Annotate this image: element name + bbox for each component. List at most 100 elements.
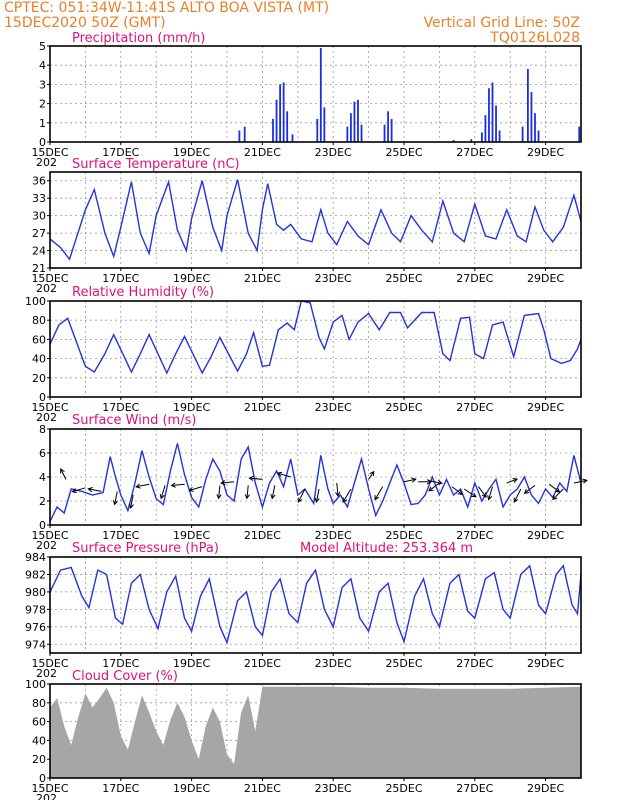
- wind-arrow: [548, 483, 560, 493]
- pressure-panel: 974 976 978 980 982 984 15DEC 17DEC 19DEC 21DEC 23…: [25, 551, 582, 680]
- wind-arrow: [72, 487, 86, 493]
- humidity-title: Relative Humidity (%): [72, 285, 214, 300]
- wind-arrow: [463, 488, 477, 498]
- header-model-code: TQ0126L028: [489, 30, 580, 46]
- wind-xtick-label: 15DEC: [31, 529, 68, 542]
- wind-arrow: [221, 481, 235, 484]
- temperature-ytick-label: 21: [32, 262, 46, 275]
- wind-arrow-head: [170, 482, 176, 488]
- temperature-title: Surface Temperature (nC): [72, 157, 240, 172]
- wind-arrow: [428, 482, 440, 492]
- precip-frame: [49, 45, 582, 143]
- wind-arrow-head: [369, 470, 375, 477]
- precip-xtick-label: 23DEC: [315, 146, 352, 159]
- wind-arrow: [130, 494, 134, 509]
- cloud-ytick-label: 100: [25, 678, 46, 691]
- wind-arrow-head: [220, 480, 226, 486]
- pressure-ytick-label: 978: [25, 603, 46, 616]
- precip-ytick-label: 5: [39, 40, 46, 53]
- wind-arrow: [488, 486, 493, 500]
- humidity-xtick-label: 27DEC: [456, 401, 493, 414]
- wind-arrow: [246, 485, 249, 499]
- precip-xtick-label: 19DEC: [173, 146, 210, 159]
- humidity-xtick-label: 23DEC: [315, 401, 352, 414]
- precip-bar: [578, 126, 581, 142]
- wind-arrow: [277, 472, 291, 478]
- precip-bar: [346, 126, 349, 142]
- humidity-frame: [49, 300, 582, 398]
- wind-arrow: [60, 468, 67, 480]
- wind-ytick-label: 6: [39, 447, 46, 460]
- wind-arrow: [218, 485, 221, 499]
- humidity-xtick-label: 17DEC: [102, 401, 139, 414]
- humidity-xtick-label: 25DEC: [385, 401, 422, 414]
- wind-arrow-head: [128, 503, 134, 510]
- temperature-series-line: [49, 179, 582, 261]
- pressure-xtick-label: 19DEC: [173, 657, 210, 670]
- header-location: CPTEC: 051:34W-11:41S ALTO BOA VISTA (MT…: [4, 0, 329, 16]
- temperature-xtick-label: 23DEC: [315, 272, 352, 285]
- precip-bar: [488, 88, 490, 142]
- wind-arrow: [297, 488, 306, 503]
- wind-arrow-head: [335, 491, 341, 498]
- pressure-altitude-annotation: Model Altitude: 253.364 m: [300, 541, 473, 556]
- wind-arrow-head: [71, 488, 77, 494]
- precip-bar: [238, 130, 241, 142]
- wind-arrow-head: [481, 492, 487, 498]
- cloud-frame: [49, 683, 582, 779]
- precip-bar: [498, 130, 501, 142]
- header-grid-line: Vertical Grid Line: 50Z: [424, 15, 580, 31]
- cloud-xtick-label: 17DEC: [102, 782, 139, 795]
- wind-series-line: [49, 443, 582, 522]
- pressure-ytick-label: 974: [25, 638, 46, 651]
- precip-bar: [243, 126, 246, 142]
- precip-bar: [360, 124, 363, 142]
- wind-arrow-head: [159, 493, 165, 500]
- pressure-frame: [49, 556, 582, 654]
- wind-arrow-head: [248, 475, 254, 482]
- cloud-xtick-label: 27DEC: [456, 782, 493, 795]
- wind-xtick-label: 23DEC: [315, 529, 352, 542]
- wind-arrow: [271, 485, 276, 499]
- pressure-xtick-label: 15DEC: [31, 657, 68, 670]
- wind-arrow: [336, 482, 339, 497]
- wind-arrow: [171, 483, 185, 486]
- wind-title: Surface Wind (m/s): [72, 413, 196, 428]
- cloud-title: Cloud Cover (%): [72, 669, 178, 684]
- temperature-xtick-label: 27DEC: [456, 272, 493, 285]
- wind-arrow-head: [555, 487, 561, 493]
- temperature-year-fragment: 202: [36, 282, 57, 295]
- precip-bar: [316, 118, 319, 142]
- precip-bar: [534, 113, 536, 142]
- precip-bar: [291, 134, 294, 142]
- pressure-ytick-label: 984: [25, 551, 46, 564]
- precip-ytick-label: 2: [39, 98, 46, 111]
- wind-arrow-head: [457, 490, 464, 496]
- humidity-panel: 0 20 40 60 80 100 15DEC 17DEC 19DEC 21DEC 23DEC 25D…: [25, 295, 582, 424]
- wind-arrow-head: [426, 479, 433, 485]
- wind-arrow-head: [314, 497, 320, 504]
- wind-ytick-label: 0: [39, 519, 46, 532]
- humidity-ytick-label: 60: [32, 333, 46, 346]
- cloud-ytick-label: 0: [39, 772, 46, 785]
- wind-arrow-head: [428, 486, 434, 492]
- wind-arrow: [374, 486, 384, 500]
- precip-xtick-label: 21DEC: [244, 146, 281, 159]
- wind-ytick-label: 8: [39, 423, 46, 436]
- panels: 0 1 2 3 4 5 15DEC 17DEC 19DEC 21DEC 23DEC 25DEC 27DE…: [25, 40, 588, 800]
- pressure-xtick-label: 23DEC: [315, 657, 352, 670]
- pressure-title: Surface Pressure (hPa): [72, 541, 219, 556]
- precip-bar: [387, 111, 389, 142]
- temperature-panel: 21 24 27 30 33 36 15DEC 17DEC 19DEC 21DEC 23DEC 25D…: [31, 171, 582, 295]
- wind-arrow-head: [60, 468, 65, 474]
- precip-bar: [383, 124, 386, 142]
- temperature-frame: [49, 171, 582, 269]
- wind-arrow: [403, 478, 416, 483]
- wind-xtick-label: 21DEC: [244, 529, 281, 542]
- wind-arrow: [342, 488, 352, 503]
- temperature-xtick-label: 19DEC: [173, 272, 210, 285]
- precip-bar: [491, 82, 494, 142]
- wind-arrow-head: [112, 499, 118, 506]
- temperature-xtick-label: 21DEC: [244, 272, 281, 285]
